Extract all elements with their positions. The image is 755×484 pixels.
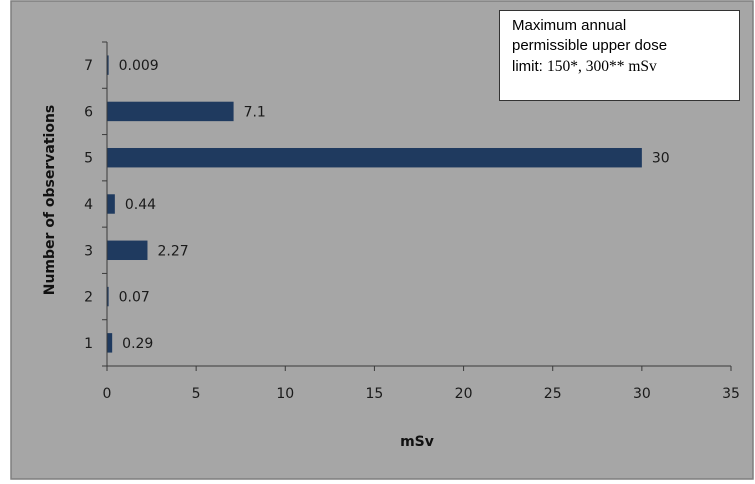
- x-axis-title: mSv: [400, 434, 434, 450]
- x-tick-label: 15: [366, 386, 384, 402]
- bar: [107, 194, 115, 214]
- x-axis: 0 5 10 15 20 25 30 35: [103, 365, 740, 402]
- y-axis: 1 2 3 4 5 6 7: [84, 41, 108, 367]
- y-tick-label: 1: [84, 336, 93, 352]
- y-axis-title: Number of observations: [42, 105, 58, 296]
- note-line-1: Maximum annual: [512, 17, 627, 34]
- x-tick-label: 30: [633, 386, 651, 402]
- x-tick-label: 20: [455, 386, 473, 402]
- y-tick-label: 4: [84, 197, 93, 213]
- x-tick-label: 25: [544, 386, 562, 402]
- data-label: 30: [652, 151, 670, 167]
- data-label: 2.27: [157, 243, 188, 259]
- bar-group: [107, 55, 642, 353]
- data-label-group: 0.29 0.07 2.27 0.44 30 7.1 0.009: [119, 58, 670, 352]
- bar: [107, 101, 234, 122]
- x-tick-label: 5: [192, 386, 201, 402]
- data-label: 0.29: [122, 336, 153, 352]
- bar: [107, 240, 148, 261]
- note-line-3-values: 150*, 300** mSv: [547, 58, 657, 75]
- data-label: 0.44: [125, 197, 156, 213]
- x-tick-label: 0: [103, 386, 112, 402]
- bar: [107, 286, 109, 307]
- x-tick-label: 10: [276, 386, 294, 402]
- note-line-3-prefix: limit:: [512, 58, 547, 75]
- data-label: 0.07: [119, 290, 150, 306]
- note-line-2: permissible upper dose: [512, 37, 668, 54]
- bar: [107, 147, 642, 168]
- x-tick-label: 35: [722, 386, 740, 402]
- data-label: 0.009: [119, 58, 159, 74]
- y-tick-label: 2: [84, 290, 93, 306]
- dose-limit-note: Maximum annual permissible upper dose li…: [499, 10, 740, 101]
- data-label: 7.1: [244, 104, 266, 120]
- bar: [107, 333, 113, 353]
- bar: [107, 55, 109, 75]
- y-tick-label: 6: [84, 104, 93, 120]
- y-tick-label: 5: [84, 151, 93, 167]
- note-line-3: limit: 150*, 300** mSv: [512, 56, 731, 77]
- y-tick-label: 7: [84, 58, 93, 74]
- y-tick-label: 3: [84, 243, 93, 259]
